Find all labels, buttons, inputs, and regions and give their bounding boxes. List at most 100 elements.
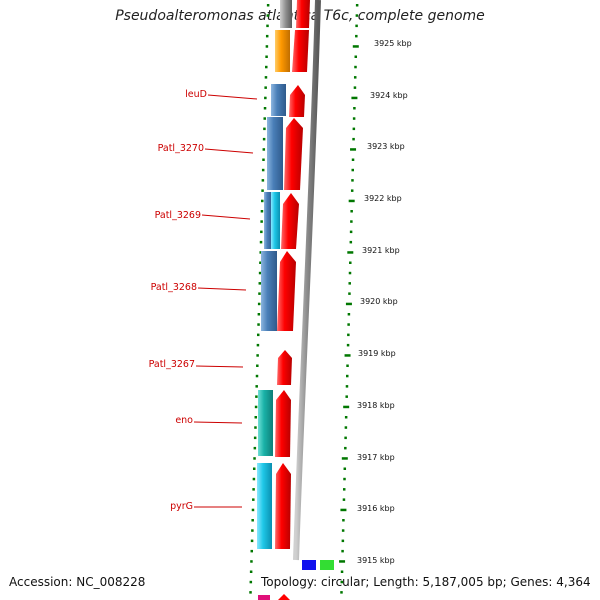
- gene-feature-Patl_3269-a[interactable]: [264, 192, 272, 249]
- gene-label-eno[interactable]: eno: [175, 415, 193, 426]
- gene-label-Patl_3270[interactable]: Patl_3270: [158, 143, 204, 154]
- tick-mark: [349, 240, 353, 244]
- tick-mark: [340, 570, 344, 573]
- tick-mark: [260, 220, 263, 223]
- tick-mark: [256, 343, 260, 347]
- scale-label-3918: 3918 kbp: [357, 401, 395, 410]
- tick-mark: [347, 333, 350, 337]
- tick-mark: [253, 457, 256, 460]
- gene-feature-Patl_3267[interactable]: [277, 350, 292, 385]
- tick-mark: [249, 570, 253, 573]
- gene-feature-red-4[interactable]: [281, 193, 299, 249]
- gene-feature-red-2[interactable]: [289, 85, 305, 117]
- tick-mark: [343, 467, 347, 470]
- tick-mark: [250, 539, 254, 543]
- scale-label-3919: 3919 kbp: [358, 349, 396, 358]
- gene-feature-pyrG[interactable]: [257, 463, 272, 549]
- tick-mark: [352, 127, 356, 131]
- gene-feature-orange[interactable]: [275, 30, 290, 72]
- scale-label-3925: 3925 kbp: [374, 39, 412, 48]
- tick-mark: [263, 117, 266, 120]
- tick-mark: [254, 416, 258, 419]
- tick-mark: [250, 549, 254, 553]
- tick-mark: [345, 385, 349, 388]
- gene-label-Patl_3267[interactable]: Patl_3267: [149, 359, 195, 370]
- tick-mark: [354, 65, 357, 69]
- scale-label-3915: 3915 kbp: [357, 556, 395, 565]
- gene-feature-bottom-magenta[interactable]: [258, 595, 270, 600]
- gene-label-pyrG[interactable]: pyrG: [170, 501, 193, 512]
- tick-mark: [347, 323, 350, 326]
- tick-mark: [341, 539, 345, 543]
- gene-feature-bottom-blue[interactable]: [302, 560, 316, 570]
- tick-mark: [265, 65, 268, 69]
- tick-mark: [340, 591, 343, 594]
- tick-mark: [263, 107, 267, 110]
- scale-label-3924: 3924 kbp: [370, 91, 408, 100]
- tick-mark: [255, 395, 258, 398]
- scale-label-3916: 3916 kbp: [357, 504, 395, 513]
- tick-mark: [260, 210, 264, 213]
- tick-mark: [347, 251, 354, 254]
- scale-label-3921: 3921 kbp: [362, 246, 400, 255]
- tick-mark: [344, 436, 347, 440]
- gene-feature-top-red[interactable]: [296, 0, 310, 28]
- tick-mark: [264, 86, 267, 89]
- tick-mark: [341, 457, 348, 460]
- gene-label-leuD[interactable]: leuD: [185, 89, 207, 100]
- gene-feature-Patl_3268[interactable]: [261, 251, 277, 331]
- tick-mark: [252, 467, 256, 470]
- gene-feature-Patl_3270[interactable]: [267, 117, 283, 190]
- tick-mark: [261, 189, 264, 192]
- tick-mark: [254, 405, 258, 409]
- gene-feature-red-7[interactable]: [275, 463, 291, 549]
- tick-mark: [255, 385, 258, 388]
- tick-mark: [251, 508, 255, 512]
- tick-mark: [348, 282, 351, 285]
- gene-labels: leuD Patl_3270 Patl_3269 Patl_3268 Patl_…: [149, 89, 207, 512]
- tick-mark: [351, 179, 354, 182]
- gene-feature-red-3[interactable]: [284, 118, 303, 190]
- tick-mark: [266, 4, 270, 7]
- gene-feature-Patl_3269-b[interactable]: [271, 192, 280, 249]
- tick-mark: [344, 446, 347, 450]
- gene-feature-top-gray[interactable]: [280, 0, 292, 28]
- gene-label-leaders: [193, 94, 258, 508]
- gene-feature-red-5[interactable]: [277, 251, 296, 331]
- tick-mark: [259, 240, 263, 244]
- gene-label-Patl_3269[interactable]: Patl_3269: [155, 210, 201, 221]
- tick-mark: [257, 313, 261, 316]
- tick-mark: [265, 45, 269, 48]
- tick-mark: [261, 199, 264, 203]
- tick-mark: [348, 292, 351, 295]
- tick-mark: [355, 4, 359, 7]
- gene-feature-bottom-green[interactable]: [320, 560, 334, 570]
- tick-mark: [261, 168, 265, 172]
- tick-mark: [339, 560, 346, 563]
- tick-mark: [344, 426, 348, 429]
- tick-mark: [347, 313, 351, 316]
- tick-mark: [250, 560, 253, 563]
- outer-tick-ring: [339, 4, 359, 594]
- tick-mark: [342, 488, 346, 491]
- gene-feature-red-1[interactable]: [292, 30, 309, 72]
- gene-label-Patl_3268[interactable]: Patl_3268: [151, 282, 197, 293]
- tick-mark: [344, 416, 348, 419]
- gene-feature-red-6[interactable]: [275, 390, 291, 457]
- tick-mark: [264, 76, 268, 79]
- tick-mark: [346, 343, 350, 347]
- accession-label: Accession: NC_008228: [9, 575, 146, 589]
- tick-mark: [253, 436, 257, 440]
- tick-mark: [352, 45, 359, 48]
- tick-mark: [349, 261, 352, 264]
- tick-mark: [251, 519, 254, 522]
- gene-feature-eno[interactable]: [258, 390, 273, 456]
- tick-mark: [261, 179, 265, 182]
- gene-feature-leuD[interactable]: [271, 84, 286, 116]
- tick-mark: [252, 488, 255, 491]
- gene-feature-bottom-red[interactable]: [278, 594, 290, 600]
- tick-mark: [264, 96, 267, 100]
- tick-mark: [355, 24, 358, 28]
- inner-tick-ring: [249, 4, 270, 594]
